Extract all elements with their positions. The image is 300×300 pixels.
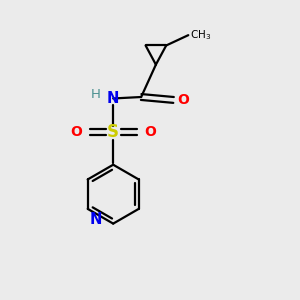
Text: O: O bbox=[177, 93, 189, 107]
Text: O: O bbox=[70, 125, 82, 139]
Text: CH$_3$: CH$_3$ bbox=[190, 28, 211, 42]
Text: S: S bbox=[107, 123, 119, 141]
Text: H: H bbox=[91, 88, 101, 101]
Text: N: N bbox=[89, 212, 101, 227]
Text: N: N bbox=[107, 91, 119, 106]
Text: O: O bbox=[145, 125, 157, 139]
